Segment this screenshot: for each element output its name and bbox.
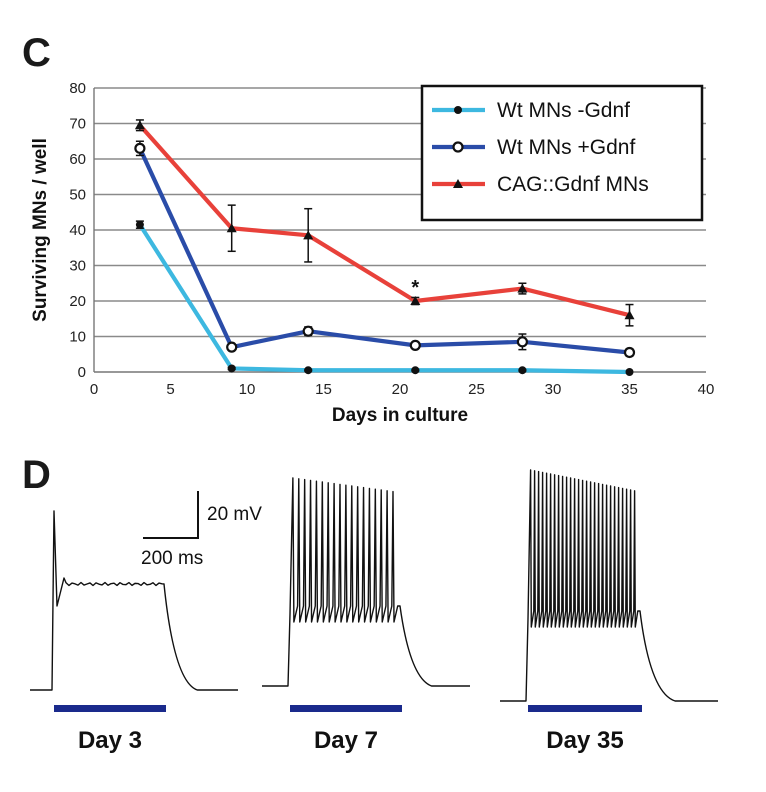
day-label: Day 3 xyxy=(78,727,142,754)
data-point xyxy=(302,325,314,337)
data-point xyxy=(624,310,635,320)
series-line xyxy=(138,223,630,375)
data-point xyxy=(452,141,464,153)
panel-letter-d: D xyxy=(22,453,51,497)
voltage-trace xyxy=(30,510,238,691)
x-tick-label: 15 xyxy=(315,381,332,398)
data-point xyxy=(304,366,313,375)
y-tick-label: 80 xyxy=(69,80,86,97)
stimulus-bar xyxy=(54,705,166,712)
data-point xyxy=(409,339,421,351)
voltage-trace xyxy=(262,477,470,687)
chart-series xyxy=(134,119,636,376)
data-point xyxy=(623,346,636,359)
legend-label: Wt MNs +Gdnf xyxy=(497,136,635,159)
data-point xyxy=(226,223,237,233)
series-line xyxy=(137,147,630,355)
trace-group: Day 3 xyxy=(30,510,238,754)
y-tick-label: 70 xyxy=(69,116,86,133)
x-tick-label: 30 xyxy=(545,381,562,398)
day-label: Day 7 xyxy=(314,727,378,754)
x-tick-label: 20 xyxy=(392,381,409,398)
y-tick-label: 10 xyxy=(69,329,86,346)
data-point xyxy=(410,296,421,305)
y-tick-label: 60 xyxy=(69,151,86,168)
data-point xyxy=(134,142,146,154)
significance-asterisk: * xyxy=(411,277,419,299)
legend-label: Wt MNs -Gdnf xyxy=(497,99,630,122)
x-tick-label: 10 xyxy=(239,381,256,398)
data-point xyxy=(453,179,463,188)
data-point xyxy=(226,341,238,353)
series-group xyxy=(134,119,635,327)
chart-annotations: * xyxy=(411,277,419,299)
trace-group: Day 7 xyxy=(262,477,470,754)
y-axis-label: Surviving MNs / well xyxy=(30,138,51,322)
voltage-trace xyxy=(500,469,718,702)
data-point xyxy=(516,336,529,348)
y-ticks: 0 10 20 30 40 50 60 70 80 xyxy=(69,80,86,381)
scale-bar-time: 200 ms xyxy=(141,548,203,569)
trace-group: Day 35 xyxy=(500,469,718,754)
voltage-traces: Day 3 Day 7 Day 35 xyxy=(30,469,718,754)
y-tick-label: 30 xyxy=(69,258,86,275)
survival-chart: 0 5 10 15 20 25 30 35 40 0 10 20 30 40 50 60 70 80 * Day… xyxy=(30,80,714,426)
scale-bar-voltage: 20 mV xyxy=(207,504,262,525)
scale-bar: 20 mV 200 ms xyxy=(141,491,262,569)
x-axis-label: Days in culture xyxy=(332,405,468,426)
y-tick-label: 50 xyxy=(69,187,86,204)
panel-letter-c: C xyxy=(22,31,51,75)
y-tick-label: 20 xyxy=(69,293,86,310)
series-group xyxy=(134,140,636,359)
stimulus-bar xyxy=(290,705,402,712)
x-tick-label: 25 xyxy=(468,381,485,398)
series-group xyxy=(135,220,634,376)
x-ticks: 0 5 10 15 20 25 30 35 40 xyxy=(90,381,715,398)
x-tick-label: 40 xyxy=(698,381,715,398)
y-tick-label: 0 xyxy=(78,364,86,381)
data-point xyxy=(135,220,144,229)
x-tick-label: 35 xyxy=(621,381,638,398)
data-point xyxy=(625,368,634,376)
series-line xyxy=(138,123,631,318)
stimulus-bar xyxy=(528,705,642,712)
day-label: Day 35 xyxy=(546,727,623,754)
data-point xyxy=(454,106,462,114)
scale-bar-lines xyxy=(143,491,199,539)
y-tick-label: 40 xyxy=(69,222,86,239)
data-point xyxy=(134,120,145,130)
data-point xyxy=(518,366,527,375)
x-tick-label: 0 xyxy=(90,381,98,398)
x-tick-label: 5 xyxy=(166,381,174,398)
data-point xyxy=(411,366,420,375)
data-point xyxy=(303,230,314,240)
data-point xyxy=(227,364,236,373)
data-point xyxy=(517,283,528,293)
legend-label: CAG::Gdnf MNs xyxy=(497,173,649,196)
